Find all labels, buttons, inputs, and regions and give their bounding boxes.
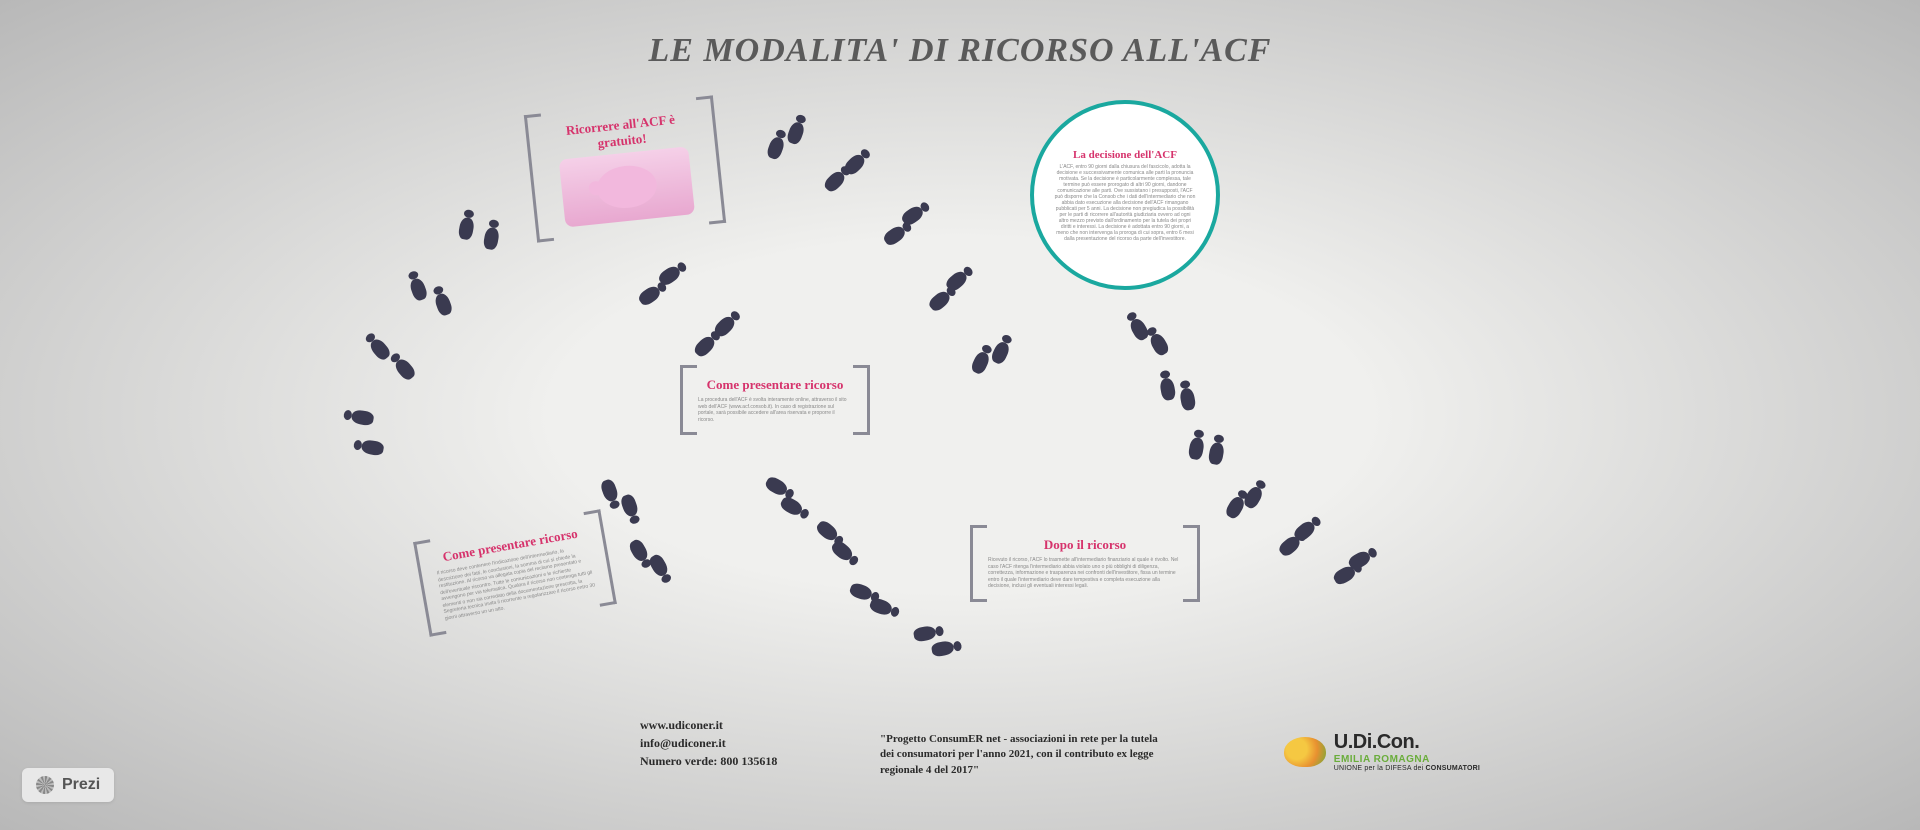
frame-come-presentare-2[interactable]: Come presentare ricorso La procedura del…	[680, 365, 870, 435]
footprint-icon	[458, 209, 481, 242]
footprint-icon	[644, 553, 675, 588]
footprint-icon	[405, 268, 432, 302]
logo-mark-icon	[1284, 737, 1326, 767]
frame-title: Come presentare ricorso	[698, 377, 852, 393]
frame-body: Ricevuto il ricorso, l'ACF lo trasmette …	[988, 557, 1182, 590]
logo-sub2-text: UNIONE per la DIFESA dei CONSUMATORI	[1334, 765, 1480, 772]
frame-body: L'ACF, entro 90 giorni dalla chiusura de…	[1054, 164, 1196, 242]
frame-title: Dopo il ricorso	[988, 537, 1182, 553]
footprint-icon	[1208, 434, 1231, 467]
prezi-badge[interactable]: Prezi	[22, 768, 114, 802]
footprint-icon	[990, 333, 1019, 368]
frame-ricorrere-gratuito[interactable]: Ricorrere all'ACF è gratuito!	[524, 95, 726, 242]
footer-contact: www.udiconer.it info@udiconer.it Numero …	[640, 716, 777, 770]
footprint-icon	[931, 639, 964, 662]
footprint-icon	[1188, 429, 1211, 462]
logo-sub1-text: EMILIA ROMAGNA	[1334, 754, 1480, 765]
frame-come-presentare-1[interactable]: Come presentare ricorso Il ricorso deve …	[413, 509, 617, 637]
footprint-icon	[1158, 369, 1181, 402]
frame-decisione-acf[interactable]: La decisione dell'ACF L'ACF, entro 90 gi…	[1030, 100, 1220, 290]
page-title: LE MODALITA' DI RICORSO ALL'ACF	[649, 32, 1272, 70]
footprint-icon	[430, 283, 457, 317]
frame-title: La decisione dell'ACF	[1073, 149, 1177, 161]
logo-main-text: U.Di.Con.	[1334, 731, 1480, 754]
frame-dopo-il-ricorso[interactable]: Dopo il ricorso Ricevuto il ricorso, l'A…	[970, 525, 1200, 602]
footprint-icon	[483, 219, 506, 252]
prezi-icon	[36, 776, 54, 794]
footprint-icon	[615, 493, 642, 527]
footprint-icon	[785, 113, 812, 147]
footprint-icon	[1144, 323, 1175, 358]
footer-email: info@udiconer.it	[640, 734, 777, 752]
footer-website: www.udiconer.it	[640, 716, 777, 734]
prezi-label: Prezi	[62, 776, 100, 794]
piggy-bank-image	[559, 146, 695, 227]
footprint-icon	[867, 596, 901, 623]
udicon-logo: U.Di.Con. EMILIA ROMAGNA UNIONE per la D…	[1284, 731, 1480, 772]
frame-body: La procedura dell'ACF è svolta interamen…	[698, 397, 852, 423]
footer-project: "Progetto ConsumER net - associazioni in…	[880, 732, 1160, 778]
footprint-icon	[353, 434, 386, 457]
footprint-icon	[343, 404, 376, 427]
footprint-icon	[1178, 379, 1201, 412]
footprint-icon	[777, 495, 812, 526]
footer-phone: Numero verde: 800 135618	[640, 752, 777, 770]
